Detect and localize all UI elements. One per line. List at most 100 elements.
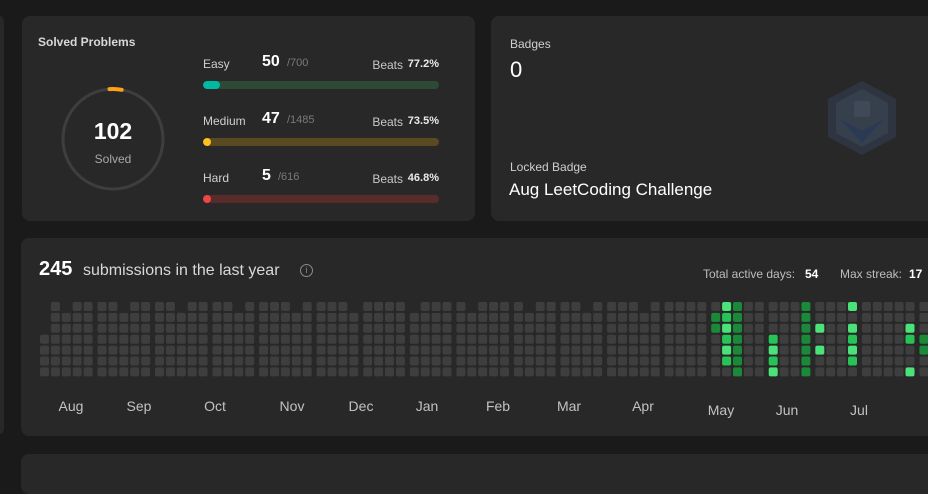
heatmap-cell[interactable]: [478, 367, 488, 377]
heatmap-cell[interactable]: [409, 367, 419, 377]
heatmap-cell[interactable]: [302, 345, 312, 355]
heatmap-cell[interactable]: [546, 367, 556, 377]
heatmap-cell[interactable]: [722, 302, 732, 311]
heatmap-cell[interactable]: [420, 356, 430, 366]
heatmap-cell[interactable]: [489, 334, 499, 344]
heatmap-cell[interactable]: [675, 312, 685, 322]
heatmap-cell[interactable]: [108, 356, 118, 366]
heatmap-cell[interactable]: [395, 323, 405, 333]
heatmap-cell[interactable]: [711, 312, 721, 322]
heatmap-cell[interactable]: [72, 323, 82, 333]
heatmap-cell[interactable]: [801, 356, 811, 366]
heatmap-cell[interactable]: [61, 356, 71, 366]
heatmap-cell[interactable]: [291, 356, 301, 366]
heatmap-cell[interactable]: [431, 345, 441, 355]
heatmap-cell[interactable]: [467, 334, 477, 344]
heatmap-cell[interactable]: [535, 345, 545, 355]
heatmap-cell[interactable]: [790, 312, 800, 322]
heatmap-cell[interactable]: [212, 312, 222, 322]
heatmap-cell[interactable]: [187, 312, 197, 322]
heatmap-cell[interactable]: [165, 345, 175, 355]
heatmap-cell[interactable]: [919, 345, 928, 355]
heatmap-cell[interactable]: [628, 345, 638, 355]
heatmap-cell[interactable]: [223, 323, 233, 333]
heatmap-cell[interactable]: [697, 334, 707, 344]
heatmap-cell[interactable]: [815, 356, 825, 366]
heatmap-cell[interactable]: [176, 312, 186, 322]
heatmap-cell[interactable]: [316, 323, 326, 333]
heatmap-cell[interactable]: [524, 323, 534, 333]
heatmap-cell[interactable]: [108, 323, 118, 333]
heatmap-cell[interactable]: [176, 323, 186, 333]
heatmap-cell[interactable]: [894, 312, 904, 322]
heatmap-cell[interactable]: [130, 356, 140, 366]
heatmap-cell[interactable]: [234, 367, 244, 377]
heatmap-cell[interactable]: [302, 323, 312, 333]
heatmap-cell[interactable]: [302, 367, 312, 377]
heatmap-cell[interactable]: [639, 367, 649, 377]
heatmap-cell[interactable]: [754, 367, 764, 377]
heatmap-cell[interactable]: [270, 367, 279, 377]
heatmap-cell[interactable]: [316, 334, 326, 344]
heatmap-cell[interactable]: [618, 356, 627, 366]
heatmap-cell[interactable]: [571, 323, 581, 333]
heatmap-cell[interactable]: [607, 367, 617, 377]
heatmap-cell[interactable]: [40, 356, 49, 366]
heatmap-cell[interactable]: [607, 334, 617, 344]
heatmap-cell[interactable]: [686, 334, 696, 344]
heatmap-cell[interactable]: [664, 356, 674, 366]
heatmap-cell[interactable]: [650, 312, 660, 322]
heatmap-cell[interactable]: [327, 302, 337, 311]
heatmap-cell[interactable]: [524, 367, 534, 377]
heatmap-cell[interactable]: [119, 367, 129, 377]
heatmap-cell[interactable]: [872, 312, 882, 322]
heatmap-cell[interactable]: [743, 367, 753, 377]
heatmap-cell[interactable]: [72, 345, 82, 355]
heatmap-cell[interactable]: [198, 302, 208, 311]
heatmap-cell[interactable]: [50, 367, 60, 377]
heatmap-cell[interactable]: [607, 323, 617, 333]
heatmap-cell[interactable]: [607, 312, 617, 322]
heatmap-cell[interactable]: [639, 356, 649, 366]
heatmap-cell[interactable]: [456, 334, 466, 344]
heatmap-cell[interactable]: [650, 367, 660, 377]
heatmap-cell[interactable]: [302, 302, 312, 311]
heatmap-cell[interactable]: [826, 302, 836, 311]
heatmap-cell[interactable]: [500, 367, 509, 377]
heatmap-cell[interactable]: [155, 323, 164, 333]
heatmap-cell[interactable]: [675, 345, 685, 355]
heatmap-cell[interactable]: [374, 323, 384, 333]
heatmap-cell[interactable]: [618, 345, 627, 355]
heatmap-cell[interactable]: [302, 356, 312, 366]
heatmap-cell[interactable]: [861, 367, 871, 377]
heatmap-cell[interactable]: [119, 345, 129, 355]
heatmap-cell[interactable]: [245, 345, 255, 355]
heatmap-cell[interactable]: [141, 302, 151, 311]
info-icon[interactable]: i: [300, 264, 313, 277]
heatmap-cell[interactable]: [733, 302, 742, 311]
heatmap-cell[interactable]: [420, 334, 430, 344]
heatmap-cell[interactable]: [212, 367, 222, 377]
heatmap-cell[interactable]: [61, 345, 71, 355]
heatmap-cell[interactable]: [316, 356, 326, 366]
heatmap-cell[interactable]: [754, 302, 764, 311]
heatmap-cell[interactable]: [187, 302, 197, 311]
heatmap-cell[interactable]: [607, 356, 617, 366]
heatmap-cell[interactable]: [664, 334, 674, 344]
heatmap-cell[interactable]: [848, 312, 857, 322]
heatmap-cell[interactable]: [363, 323, 373, 333]
heatmap-cell[interactable]: [72, 334, 82, 344]
heatmap-cell[interactable]: [259, 334, 269, 344]
heatmap-cell[interactable]: [223, 302, 233, 311]
heatmap-cell[interactable]: [779, 302, 789, 311]
heatmap-cell[interactable]: [431, 356, 441, 366]
heatmap-cell[interactable]: [768, 323, 778, 333]
heatmap-cell[interactable]: [535, 356, 545, 366]
heatmap-cell[interactable]: [500, 323, 509, 333]
heatmap-cell[interactable]: [316, 302, 326, 311]
heatmap-cell[interactable]: [919, 367, 928, 377]
heatmap-cell[interactable]: [72, 356, 82, 366]
heatmap-cell[interactable]: [467, 312, 477, 322]
heatmap-cell[interactable]: [743, 323, 753, 333]
heatmap-cell[interactable]: [363, 367, 373, 377]
